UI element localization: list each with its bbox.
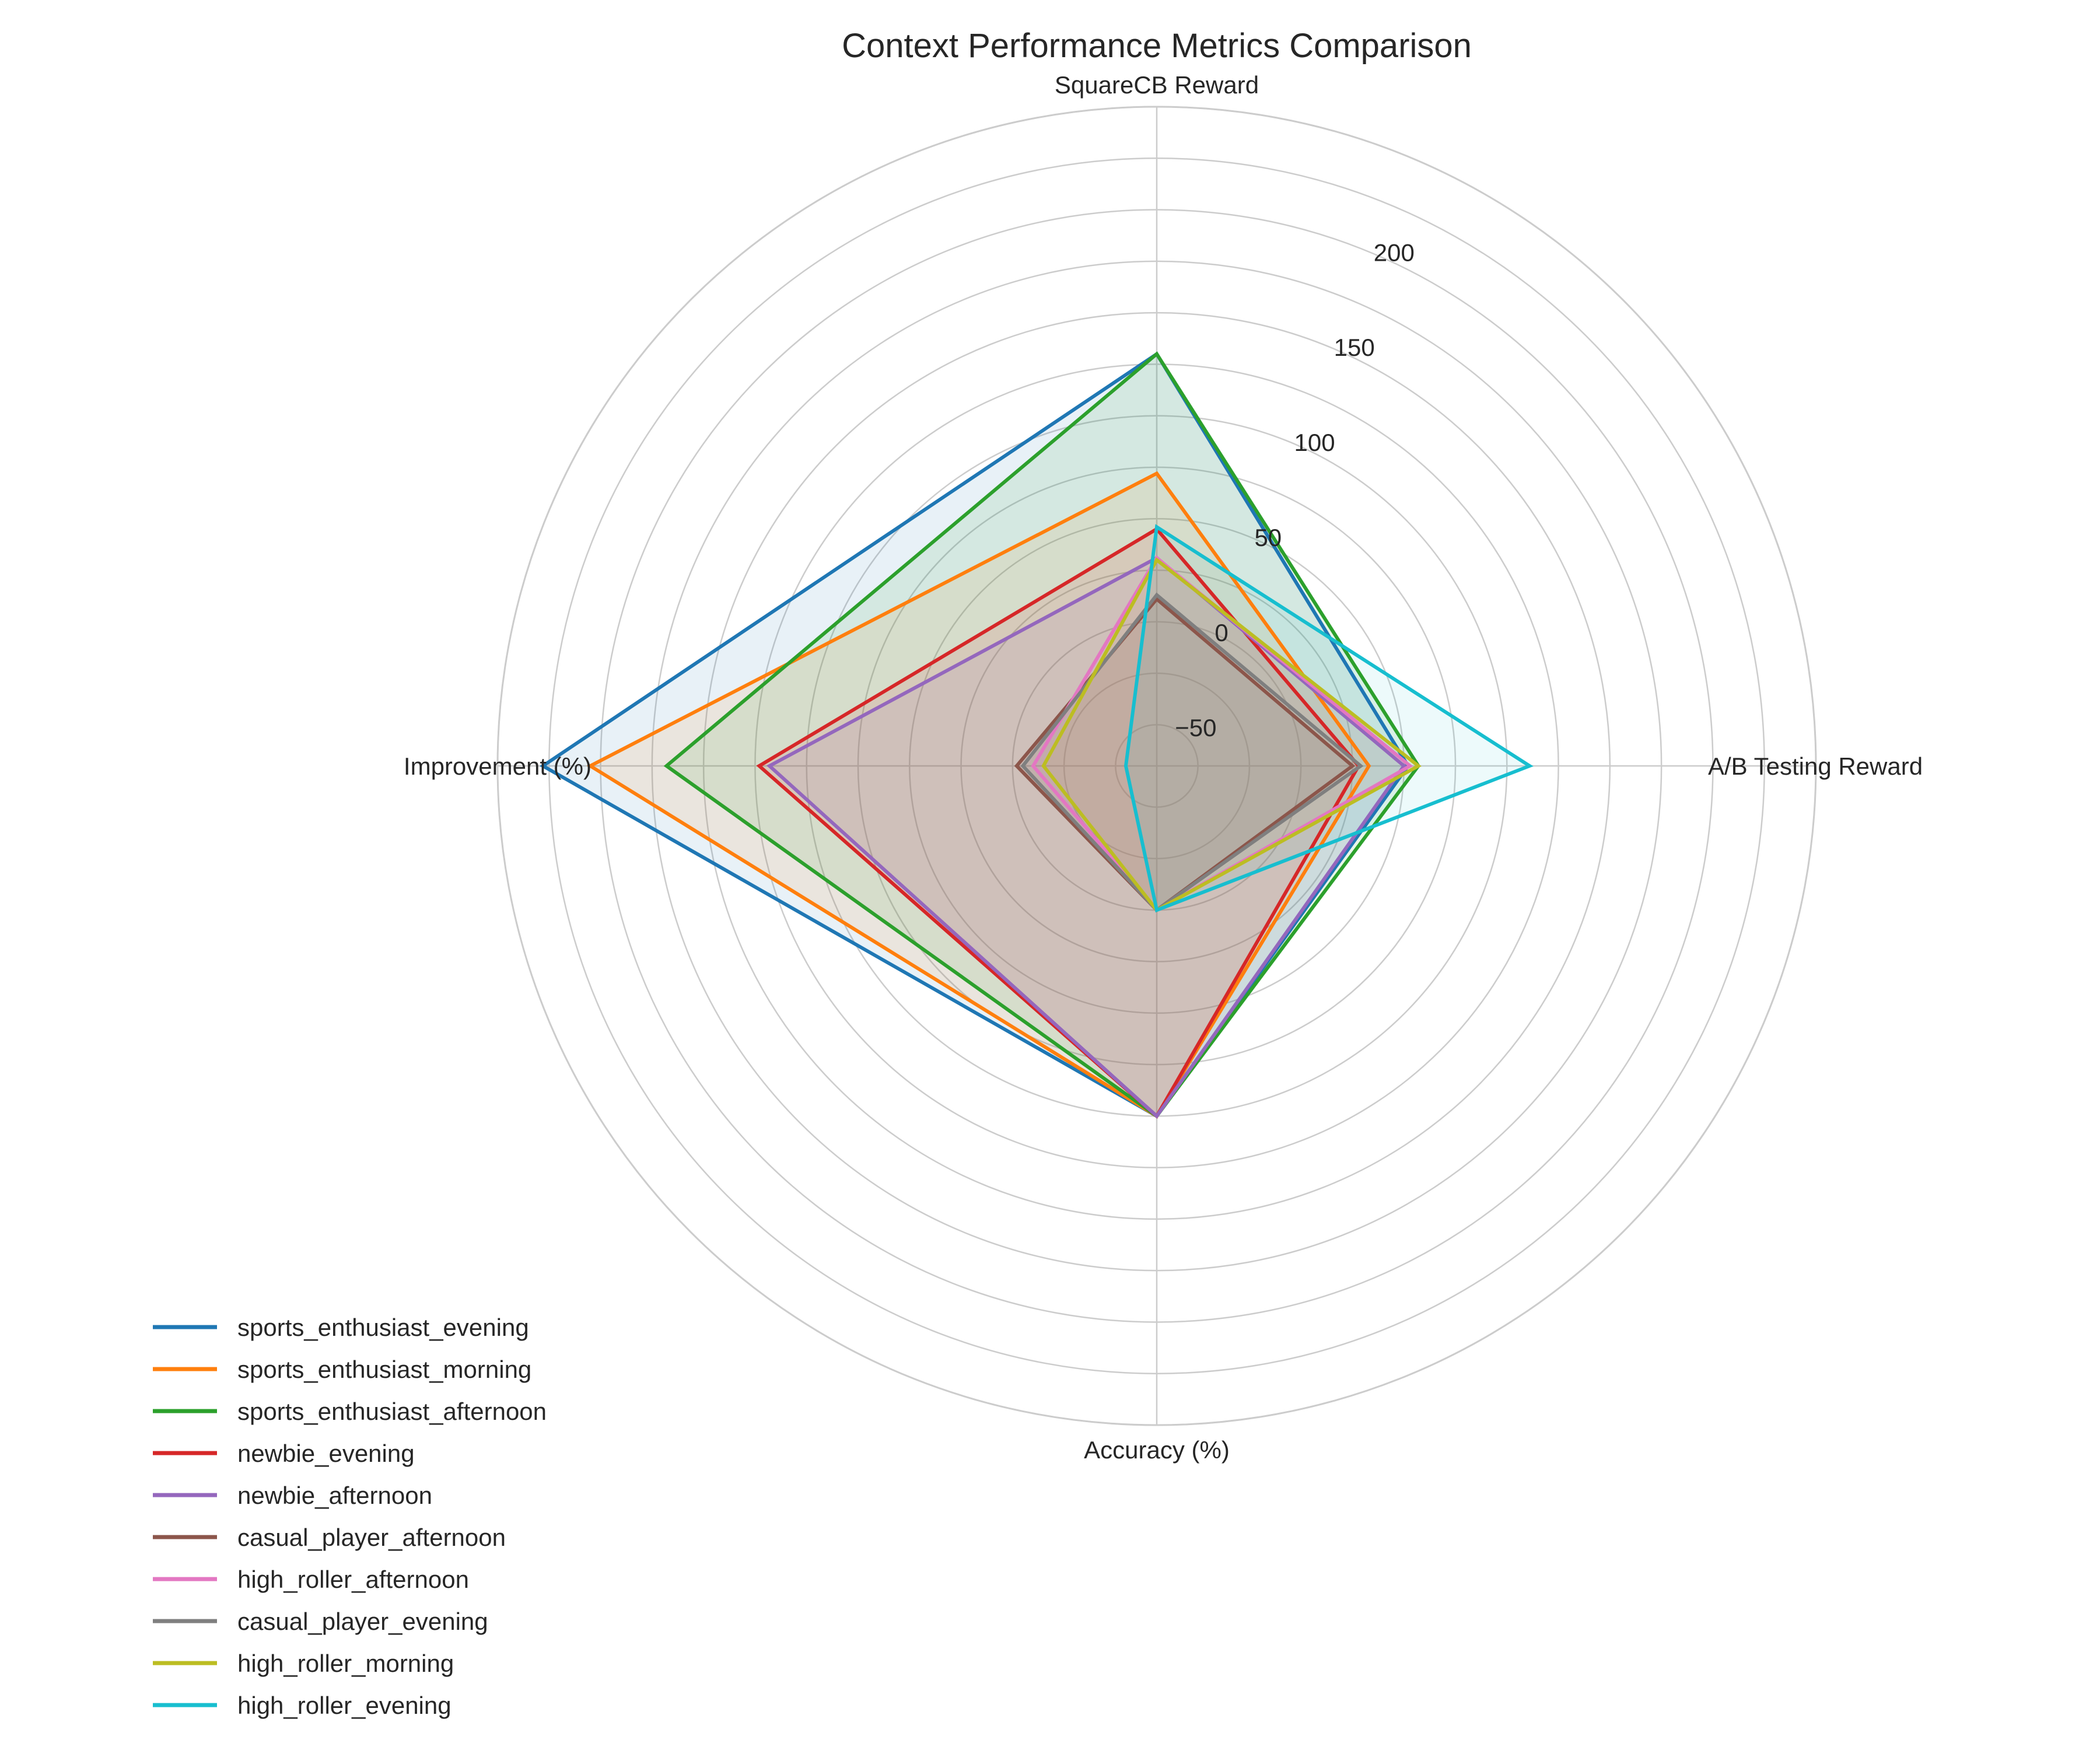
legend-label: high_roller_afternoon xyxy=(237,1566,469,1593)
r-tick-label: 100 xyxy=(1294,429,1335,456)
series-line xyxy=(766,555,1406,1119)
series-fill xyxy=(542,354,1408,1116)
series-fill xyxy=(1016,599,1353,911)
series-lines xyxy=(540,351,1534,1119)
series-fill xyxy=(590,473,1369,1116)
series-fill xyxy=(1033,558,1410,911)
legend: sports_enthusiast_evening sports_enthusia… xyxy=(153,1314,547,1719)
series-fill xyxy=(1023,594,1361,911)
legend-label: newbie_evening xyxy=(237,1440,415,1467)
axis-label: A/B Testing Reward xyxy=(1708,752,1923,780)
series-fill xyxy=(759,528,1359,1116)
legend-label: high_roller_morning xyxy=(237,1650,454,1677)
axis-label: Accuracy (%) xyxy=(1084,1436,1230,1464)
legend-label: casual_player_evening xyxy=(237,1608,488,1635)
radial-tick-labels: −50 0 50 100 150 200 xyxy=(1175,239,1415,741)
legend-label: newbie_afternoon xyxy=(237,1482,432,1509)
r-tick-label: 50 xyxy=(1254,524,1282,551)
axis-label: SquareCB Reward xyxy=(1055,71,1259,99)
legend-label: sports_enthusiast_afternoon xyxy=(237,1398,547,1425)
axis-labels: SquareCB Reward A/B Testing Reward Accurac… xyxy=(404,71,1923,1464)
series-line xyxy=(1124,524,1534,913)
r-tick-label: 0 xyxy=(1214,619,1228,646)
legend-label: high_roller_evening xyxy=(237,1692,452,1719)
legend-label: casual_player_afternoon xyxy=(237,1524,506,1551)
radar-grid xyxy=(496,106,1817,1426)
r-tick-label: −50 xyxy=(1175,714,1216,741)
legend-label: sports_enthusiast_morning xyxy=(237,1356,531,1383)
legend-label: sports_enthusiast_evening xyxy=(237,1314,529,1341)
axis-label: Improvement (%) xyxy=(404,752,592,780)
r-tick-label: 200 xyxy=(1374,239,1415,266)
series-fill xyxy=(1126,527,1530,911)
chart-title: Context Performance Metrics Comparison xyxy=(842,27,1472,65)
r-tick-label: 150 xyxy=(1334,334,1375,361)
